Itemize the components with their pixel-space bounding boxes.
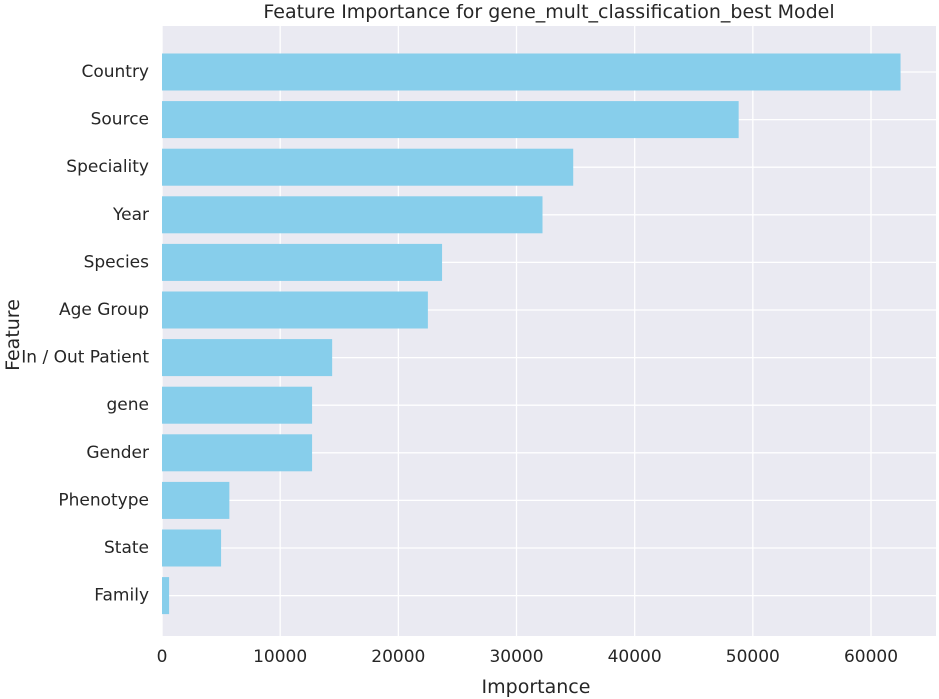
bar-source [162,101,739,139]
bar-year [162,196,543,234]
y-tick-labels: Country Source Speciality Year Species Age Gr… [21,62,149,606]
bar-speciality [162,148,574,186]
x-tick-label: 60000 [844,647,898,667]
bar-gene [162,386,313,424]
x-tick-label: 10000 [253,647,307,667]
y-tick-label: Country [81,62,149,82]
y-tick-label: State [104,538,149,558]
y-tick-label: Gender [86,443,149,463]
bar-in-out-patient [162,339,333,377]
chart-title: Feature Importance for gene_mult_classif… [263,1,834,23]
y-axis-label: Feature [2,299,24,371]
y-tick-label: Year [112,205,149,225]
x-tick-labels: 0 10000 20000 30000 40000 50000 60000 [157,647,898,667]
x-tick-label: 0 [157,647,168,667]
bar-country [162,53,901,91]
y-tick-label: In / Out Patient [21,348,149,368]
y-tick-label: Species [84,252,150,272]
y-tick-label: Speciality [66,157,149,177]
bar-family [162,577,170,615]
y-tick-label: Family [94,586,149,606]
bar-phenotype [162,481,230,519]
bar-state [162,529,222,567]
x-tick-label: 20000 [371,647,425,667]
y-tick-label: Age Group [59,300,149,320]
bar-species [162,243,443,281]
bar-gender [162,434,313,472]
y-tick-label: gene [107,395,149,415]
x-tick-label: 50000 [726,647,780,667]
x-tick-label: 30000 [489,647,543,667]
y-tick-label: Phenotype [58,490,149,510]
x-tick-label: 40000 [608,647,662,667]
y-tick-label: Source [91,110,149,130]
bars [162,53,901,615]
bar-age-group [162,291,428,329]
x-axis-label: Importance [482,676,591,698]
